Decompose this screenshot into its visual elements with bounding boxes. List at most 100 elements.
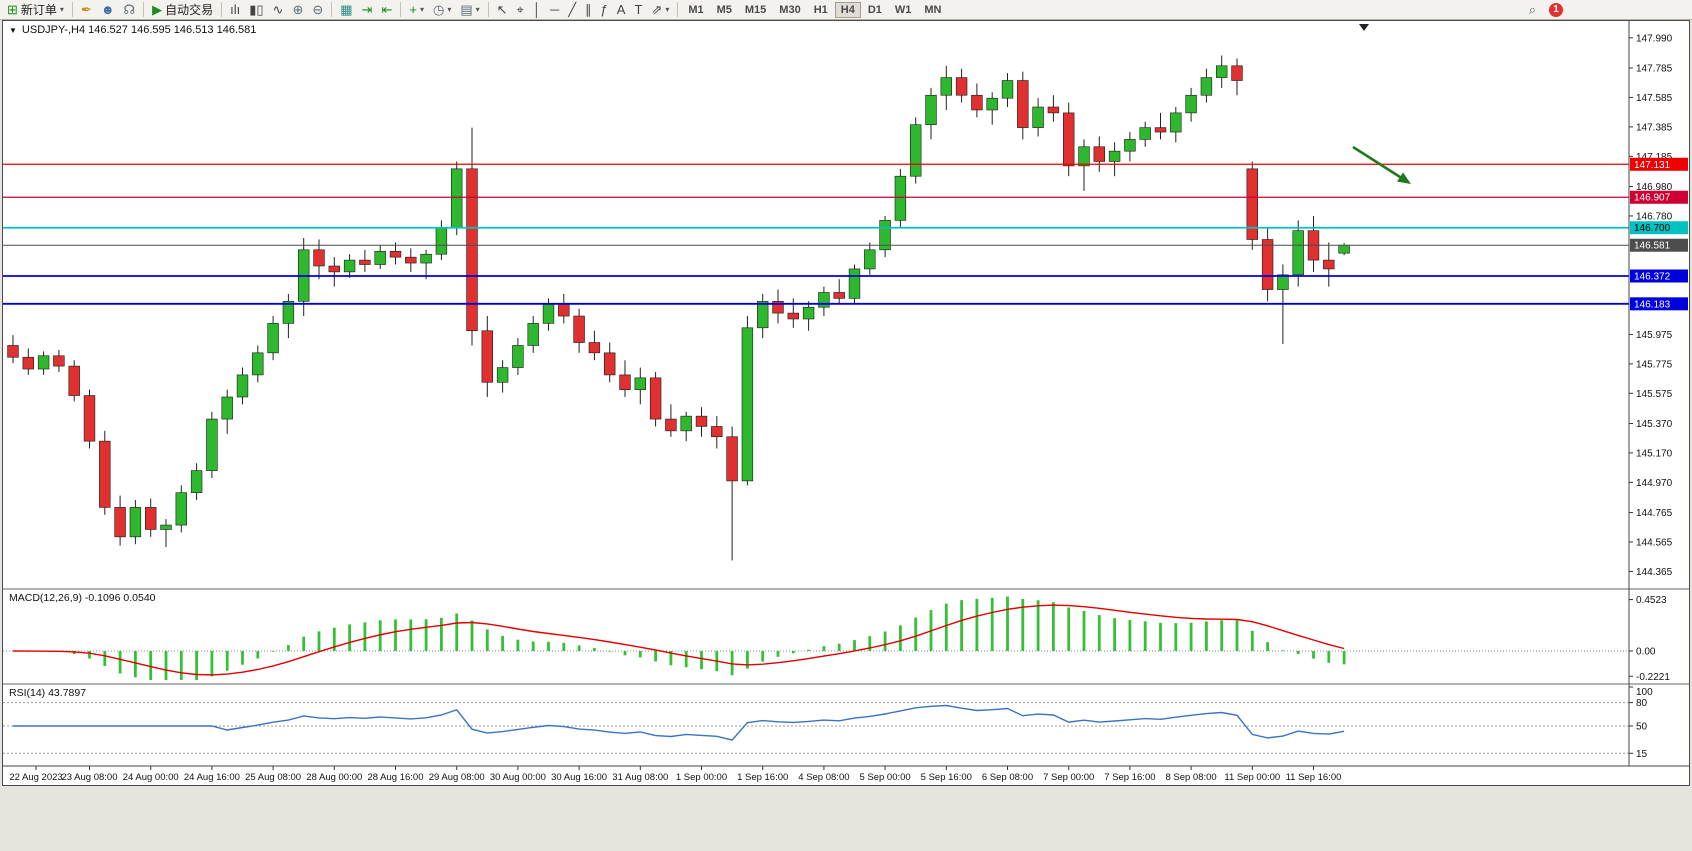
metaeditor-button[interactable]: ✒: [77, 1, 96, 19]
quill-icon: ✒: [80, 2, 92, 17]
channel-button[interactable]: ∥: [581, 1, 596, 19]
periods-button[interactable]: ◷ ▾: [429, 1, 455, 19]
search-button[interactable]: ⌕: [1525, 1, 1540, 19]
vertical-line-button[interactable]: │: [529, 1, 545, 19]
clock-icon: ◷: [432, 2, 445, 17]
svg-text:146.907: 146.907: [1634, 193, 1671, 204]
timeframe-h1[interactable]: H1: [808, 2, 834, 18]
chart-shift-button[interactable]: ⇤: [377, 1, 396, 19]
svg-text:0.00: 0.00: [1636, 647, 1656, 658]
svg-text:30 Aug 16:00: 30 Aug 16:00: [551, 772, 607, 783]
svg-text:146.581: 146.581: [1634, 241, 1671, 252]
timeframe-h4[interactable]: H4: [834, 1, 861, 18]
auto-trading-button[interactable]: ▶ 自动交易: [148, 1, 217, 19]
indicators-button[interactable]: + ▾: [405, 1, 428, 19]
horizontal-line-button[interactable]: ─: [546, 1, 563, 19]
new-order-icon: ⊞: [7, 2, 18, 17]
line-chart-icon: ∿: [272, 2, 284, 17]
svg-text:31 Aug 08:00: 31 Aug 08:00: [612, 772, 668, 783]
community-button[interactable]: ☊: [120, 1, 140, 19]
chart-menu-arrow-icon[interactable]: ▼: [9, 25, 17, 35]
tile-windows-button[interactable]: ▦: [336, 1, 356, 19]
cursor-icon: ↖: [496, 2, 508, 17]
timeframe-m5[interactable]: M5: [711, 2, 738, 18]
trendline-button[interactable]: ╱: [564, 1, 580, 19]
macd-panel: 0.4523 0.00 -0.2221: [3, 595, 1670, 683]
zoom-out-button[interactable]: ⊖: [308, 1, 327, 19]
svg-text:144.365: 144.365: [1636, 567, 1673, 578]
svg-text:15: 15: [1636, 749, 1648, 760]
new-order-button[interactable]: ⊞ 新订单 ▾: [3, 1, 68, 19]
crosshair-button[interactable]: ⌖: [513, 1, 528, 19]
search-icon: ⌕: [1528, 2, 1536, 17]
rsi-label: RSI(14) 43.7897: [9, 687, 87, 699]
arrows-tool-icon: ⇗: [651, 2, 663, 17]
chart-title: ▼ USDJPY-,H4 146.527 146.595 146.513 146…: [9, 24, 256, 36]
toolbar-separator: [487, 2, 489, 17]
timeframe-m30[interactable]: M30: [773, 2, 806, 18]
templates-button[interactable]: ▤ ▾: [456, 1, 483, 19]
headset-icon: ☊: [123, 2, 136, 17]
toolbar: ⊞ 新订单 ▾ ✒ ☻ ☊ ▶ 自动交易 ılı ▮▯ ∿ ⊕ ⊖ ▦ ⇥ ⇤ …: [0, 0, 1692, 20]
svg-text:1 Sep 00:00: 1 Sep 00:00: [676, 772, 727, 783]
chart-shift-icon: ⇤: [381, 2, 393, 17]
timeframe-mn[interactable]: MN: [918, 2, 947, 18]
chart-window[interactable]: 0.4523 0.00 -0.2221 100 80 50 15 147.990 147.785…: [2, 20, 1690, 786]
svg-text:144.970: 144.970: [1636, 478, 1673, 489]
svg-text:29 Aug 08:00: 29 Aug 08:00: [429, 772, 485, 783]
trendline-icon: ╱: [568, 2, 577, 17]
timeframe-m15[interactable]: M15: [739, 2, 772, 18]
bar-chart-icon: ılı: [230, 2, 241, 17]
svg-text:6 Sep 08:00: 6 Sep 08:00: [982, 772, 1033, 783]
toolbar-separator: [143, 2, 145, 17]
svg-text:5 Sep 16:00: 5 Sep 16:00: [921, 772, 972, 783]
chevron-down-icon: ▾: [447, 5, 452, 14]
fibonacci-button[interactable]: ƒ: [597, 1, 612, 19]
svg-text:11 Sep 00:00: 11 Sep 00:00: [1224, 772, 1280, 783]
svg-text:146.183: 146.183: [1634, 299, 1671, 310]
svg-text:145.775: 145.775: [1636, 359, 1673, 370]
timeframe-m1[interactable]: M1: [682, 2, 709, 18]
svg-text:28 Aug 00:00: 28 Aug 00:00: [306, 772, 362, 783]
svg-text:146.780: 146.780: [1636, 211, 1673, 222]
svg-text:145.975: 145.975: [1636, 330, 1673, 341]
timeframe-d1[interactable]: D1: [862, 2, 888, 18]
zoom-in-icon: ⊕: [292, 2, 304, 17]
zoom-out-icon: ⊖: [312, 2, 324, 17]
profiles-button[interactable]: ☻: [97, 1, 119, 19]
timeframe-w1[interactable]: W1: [889, 2, 918, 18]
text-tool-icon: A: [616, 2, 626, 17]
label-tool-button[interactable]: T: [630, 1, 646, 19]
arrows-tool-button[interactable]: ⇗ ▾: [647, 1, 673, 19]
svg-text:50: 50: [1636, 722, 1648, 733]
svg-text:5 Sep 00:00: 5 Sep 00:00: [859, 772, 910, 783]
text-tool-button[interactable]: A: [613, 1, 630, 19]
price-axis: 147.990 147.785 147.585 147.385 147.185 146.9…: [1629, 33, 1688, 578]
svg-text:22 Aug 2023: 22 Aug 2023: [9, 772, 62, 783]
svg-text:147.385: 147.385: [1636, 122, 1673, 133]
chart-title-text: USDJPY-,H4 146.527 146.595 146.513 146.5…: [21, 24, 257, 36]
chevron-down-icon: ▾: [419, 5, 424, 14]
line-chart-button[interactable]: ∿: [269, 1, 288, 19]
zoom-in-button[interactable]: ⊕: [288, 1, 307, 19]
toolbar-separator: [331, 2, 333, 17]
svg-text:145.370: 145.370: [1636, 419, 1673, 430]
arrow-annotation: [1352, 145, 1411, 184]
auto-scroll-button[interactable]: ⇥: [358, 1, 377, 19]
svg-text:4 Sep 08:00: 4 Sep 08:00: [798, 772, 849, 783]
channel-icon: ∥: [585, 2, 592, 17]
tile-windows-icon: ▦: [340, 2, 353, 17]
toolbar-separator: [400, 2, 402, 17]
cursor-button[interactable]: ↖: [493, 1, 512, 19]
candlestick-button[interactable]: ▮▯: [245, 1, 267, 19]
indicators-plus-icon: +: [409, 2, 417, 17]
bar-chart-button[interactable]: ılı: [226, 1, 244, 19]
chevron-down-icon: ▾: [665, 5, 670, 14]
notification-badge[interactable]: 1: [1549, 2, 1563, 17]
svg-text:146.700: 146.700: [1634, 223, 1671, 234]
svg-text:147.131: 147.131: [1634, 160, 1671, 171]
label-tool-icon: T: [634, 2, 643, 17]
crosshair-icon: ⌖: [516, 2, 524, 17]
